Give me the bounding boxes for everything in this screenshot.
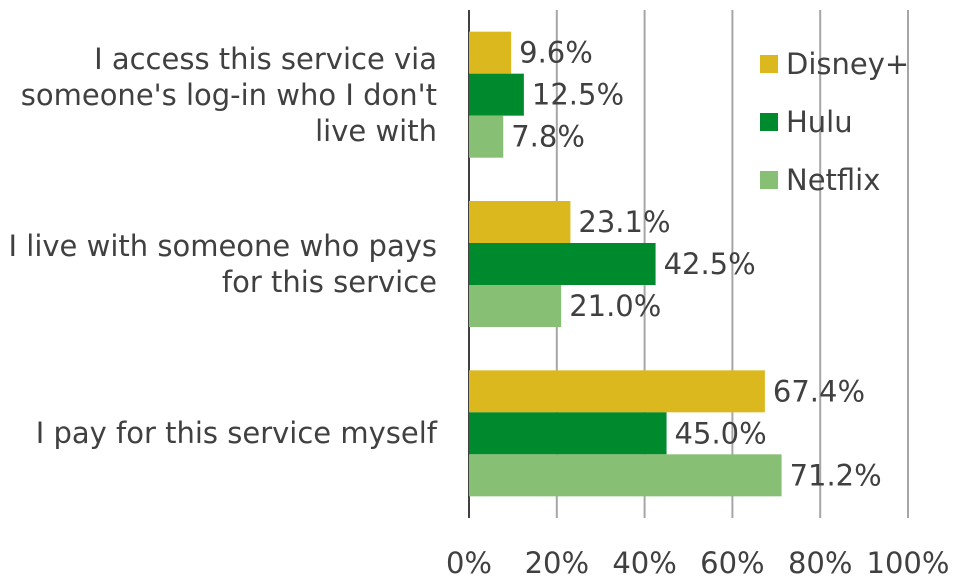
bar: [469, 73, 524, 116]
value-label: 7.8%: [511, 120, 585, 154]
bar: [469, 201, 571, 243]
bar: [469, 31, 512, 74]
category-label: I live with someone who pays for this se…: [8, 229, 438, 299]
bar: [469, 454, 782, 497]
value-label: 23.1%: [578, 205, 670, 239]
bar: [469, 243, 656, 285]
legend-swatch: [760, 55, 778, 73]
legend-label: Hulu: [786, 105, 853, 139]
x-tick-label: 80%: [788, 546, 852, 579]
value-label: 12.5%: [532, 78, 624, 112]
x-tick-label: 0%: [446, 546, 492, 579]
value-label: 71.2%: [790, 458, 882, 492]
legend-swatch: [760, 113, 778, 131]
bar: [469, 370, 765, 413]
value-label: 21.0%: [569, 289, 661, 323]
legend-label: Disney+: [786, 47, 909, 81]
x-tick-label: 100%: [867, 546, 950, 579]
category-label: I pay for this service myself: [35, 416, 437, 451]
x-tick-label: 60%: [700, 546, 764, 579]
x-tick-label: 40%: [612, 546, 676, 579]
bar: [469, 412, 667, 455]
value-label: 9.6%: [519, 36, 593, 70]
legend-swatch: [760, 171, 778, 189]
bar: [469, 285, 562, 327]
bar: [469, 115, 504, 158]
legend-label: Netflix: [786, 163, 880, 197]
x-tick-label: 20%: [525, 546, 589, 579]
value-label: 45.0%: [675, 416, 767, 450]
value-label: 67.4%: [773, 374, 865, 408]
category-label: I access this service via someone's log-…: [20, 41, 437, 148]
value-label: 42.5%: [664, 247, 756, 281]
